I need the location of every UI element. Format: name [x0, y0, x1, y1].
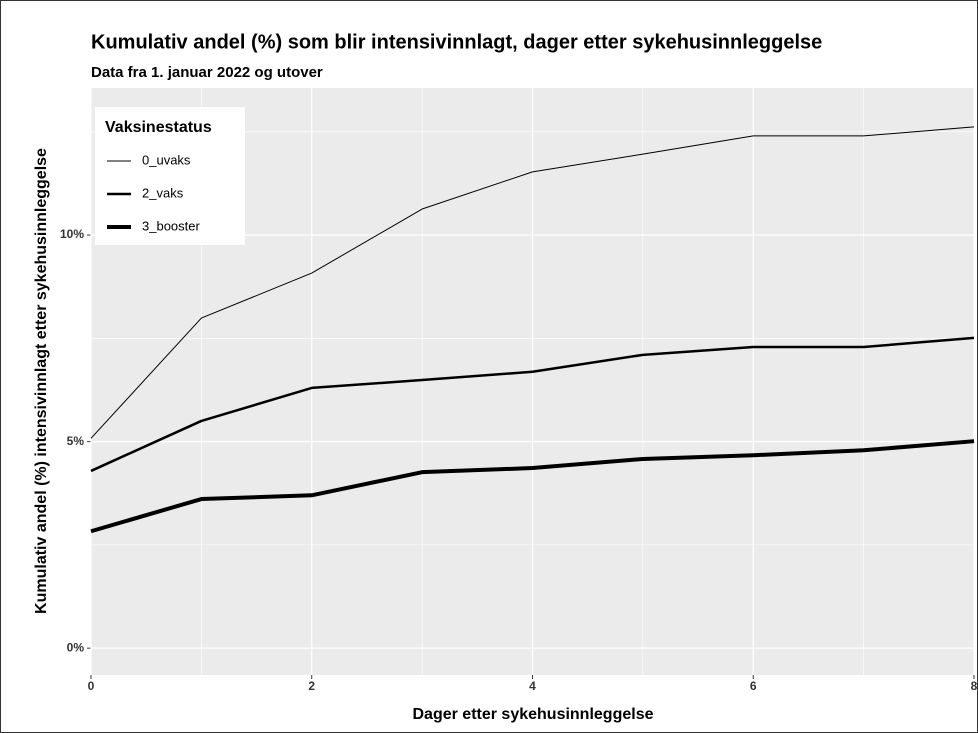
series-line	[90, 439, 975, 534]
legend-title: Vaksinestatus	[105, 119, 212, 136]
x-tick-label: 8	[971, 679, 978, 693]
x-tick-label: 2	[308, 679, 315, 693]
legend-box	[95, 107, 245, 245]
legend: Vaksinestatus 0_uvaks 2_vaks 3_booster	[95, 107, 245, 245]
y-tick-label: 5%	[67, 434, 85, 448]
legend-label: 3_booster	[142, 218, 200, 233]
x-tick-label: 0	[88, 679, 95, 693]
legend-label: 2_vaks	[142, 185, 184, 200]
chart-title: Kumulativ andel (%) som blir intensivinn…	[91, 31, 822, 53]
chart-subtitle: Data fra 1. januar 2022 og utover	[91, 64, 323, 81]
y-axis-title: Kumulativ andel (%) intensivinnlagt ette…	[33, 148, 50, 614]
x-tick-label: 6	[750, 679, 757, 693]
legend-label: 0_uvaks	[142, 152, 191, 167]
x-tick-label: 4	[529, 679, 536, 693]
series-line	[90, 126, 975, 439]
y-tick-label: 10%	[60, 227, 84, 241]
series-line	[90, 336, 975, 473]
y-tick-label: 0%	[67, 640, 85, 654]
x-axis-title: Dager etter sykehusinnleggelse	[413, 706, 654, 723]
